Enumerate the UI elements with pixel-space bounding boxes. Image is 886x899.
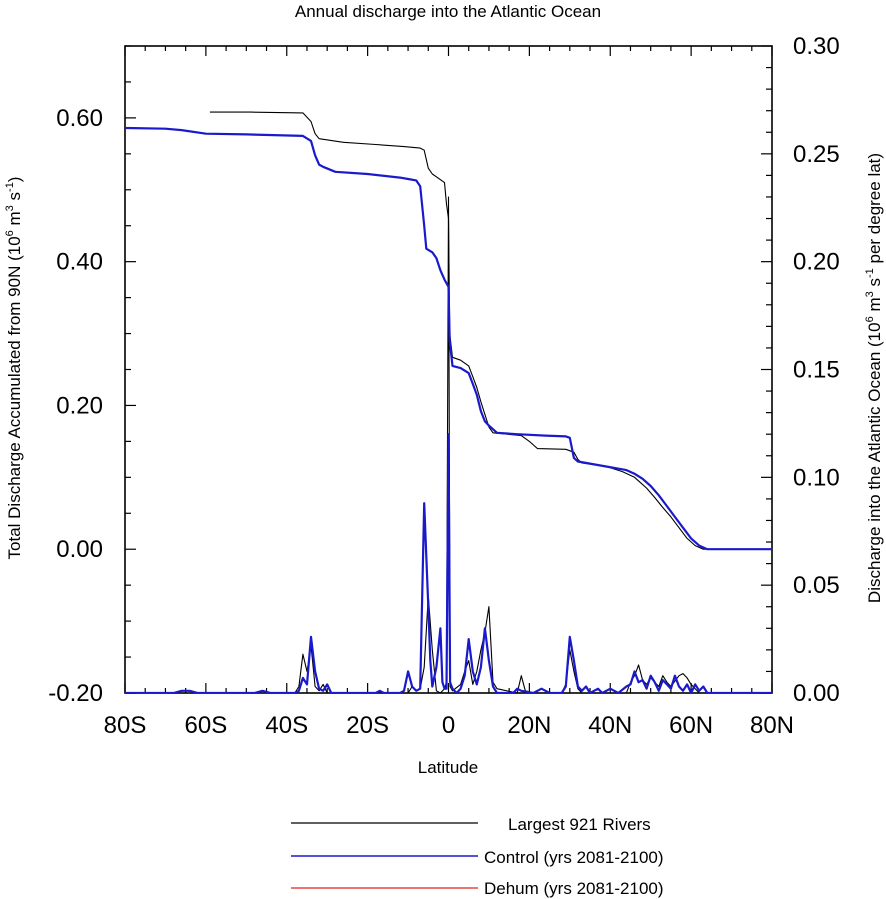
left-y-tick-label: -0.20: [48, 680, 103, 707]
right-y-tick-label: 0.25: [793, 141, 840, 168]
left-y-axis-tick-labels: -0.20 0.00 0.20 0.40 0.60: [48, 105, 103, 707]
left-y-label-sup3: -1: [4, 182, 16, 192]
right-y-label-end: per degree lat): [865, 153, 884, 268]
legend-label-dehum: Dehum (yrs 2081-2100): [484, 879, 664, 898]
chart-title: Annual discharge into the Atlantic Ocean: [295, 2, 601, 21]
right-y-label-sup3: -1: [864, 268, 876, 278]
x-tick-label: 60N: [669, 712, 713, 739]
x-tick-label: 40S: [265, 712, 308, 739]
right-y-label-sup2: 3: [864, 291, 876, 297]
x-tick-label: 20N: [507, 712, 551, 739]
left-y-tick-label: 0.00: [56, 536, 103, 563]
legend-label-largest-rivers: Largest 921 Rivers: [508, 815, 651, 834]
right-y-axis-label: Discharge into the Atlantic Ocean (106 m…: [864, 153, 884, 603]
right-y-tick-label: 0.30: [793, 33, 840, 60]
legend: Largest 921 Rivers Control (yrs 2081-210…: [291, 815, 664, 898]
x-tick-label: 20S: [346, 712, 389, 739]
right-y-tick-label: 0.00: [793, 680, 840, 707]
left-y-tick-label: 0.40: [56, 249, 103, 276]
right-y-label-mid2: s: [865, 278, 884, 291]
x-tick-label: 0: [442, 712, 455, 739]
right-y-tick-label: 0.05: [793, 572, 840, 599]
left-y-label-mid2: s: [5, 192, 24, 205]
right-y-axis-tick-labels: 0.00 0.05 0.10 0.15 0.20 0.25 0.30: [793, 33, 840, 707]
left-y-label-mid1: m: [5, 211, 24, 230]
left-y-axis-ticks: [125, 45, 136, 694]
left-y-label-end: ): [5, 177, 24, 183]
series-control-per-lat: [125, 433, 772, 693]
left-y-axis-label: Total Discharge Accumulated from 90N (10…: [4, 177, 24, 560]
right-y-tick-label: 0.20: [793, 249, 840, 276]
left-y-tick-label: 0.20: [56, 392, 103, 419]
right-y-axis-ticks: [761, 45, 772, 694]
series-group: [125, 111, 772, 693]
series-largest-rivers-per-lat: [125, 196, 772, 693]
right-y-label-sup1: 6: [864, 316, 876, 322]
x-axis-tick-labels: 80S 60S 40S 20S 0 20N 40N 60N 80N: [104, 712, 794, 739]
right-y-tick-label: 0.10: [793, 464, 840, 491]
x-tick-label: 40N: [588, 712, 632, 739]
left-y-label-sup1: 6: [4, 230, 16, 236]
series-largest-rivers-accumulated: [209, 111, 772, 550]
left-y-label-sup2: 3: [4, 205, 16, 211]
right-y-label-mid1: m: [865, 297, 884, 316]
right-y-label-main: Discharge into the Atlantic Ocean (10: [865, 322, 884, 603]
x-tick-label: 60S: [185, 712, 228, 739]
left-y-tick-label: 0.60: [56, 105, 103, 132]
x-axis-ticks: [124, 46, 773, 693]
series-control-accumulated: [125, 126, 772, 551]
right-y-tick-label: 0.15: [793, 357, 840, 384]
x-tick-label: 80N: [750, 712, 794, 739]
left-y-label-main: Total Discharge Accumulated from 90N (10: [5, 236, 24, 559]
x-tick-label: 80S: [104, 712, 147, 739]
legend-label-control: Control (yrs 2081-2100): [484, 848, 664, 867]
x-axis-label: Latitude: [418, 758, 479, 777]
